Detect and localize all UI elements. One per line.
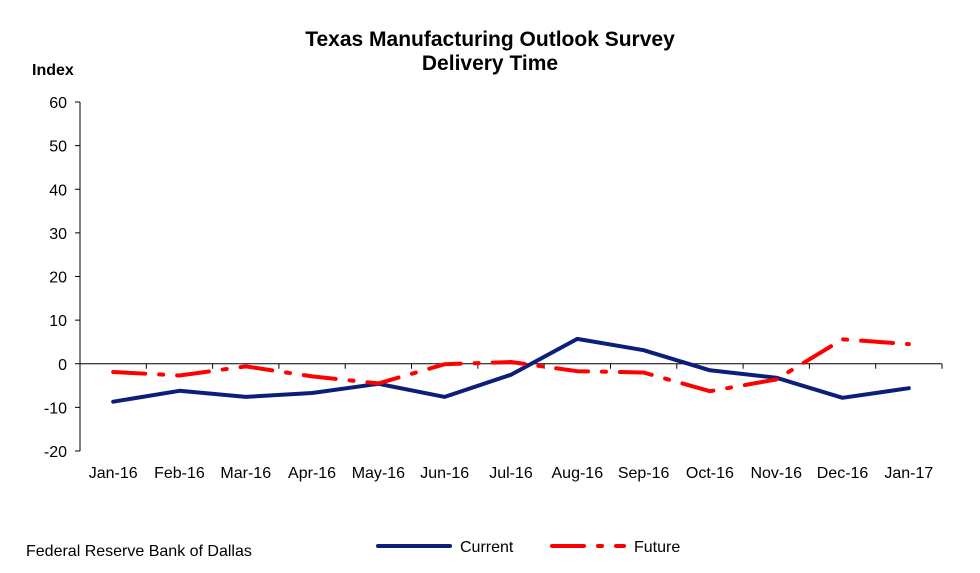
source-credit: Federal Reserve Bank of Dallas xyxy=(26,543,252,560)
chart-subtitle: Delivery Time xyxy=(421,52,559,75)
x-tick-label: Jul-16 xyxy=(489,465,533,482)
x-tick-label: Jan-16 xyxy=(89,465,138,482)
x-tick-label: Nov-16 xyxy=(750,465,802,482)
axes: 60 50 40 30 20 10 0 -10 -20 Jan-16 Feb-16 Mar-16 Apr… xyxy=(44,95,943,482)
series-lines xyxy=(111,336,911,404)
x-tick-label: Apr-16 xyxy=(288,465,336,482)
legend-label-future: Future xyxy=(634,539,680,556)
x-tick-label: May-16 xyxy=(352,465,405,482)
x-tick-label: Sep-16 xyxy=(618,465,670,482)
y-tick-label: 10 xyxy=(49,313,67,330)
y-tick-label: -20 xyxy=(44,444,67,461)
legend-label-current: Current xyxy=(460,539,514,556)
y-tick-label: 60 xyxy=(49,95,67,112)
x-tick-label: Jan-17 xyxy=(884,465,933,482)
y-tick-label: 0 xyxy=(58,357,67,374)
y-axis-label: Index xyxy=(32,62,74,79)
chart-title: Texas Manufacturing Outlook Survey Deliv… xyxy=(0,28,980,76)
x-tick-label: Oct-16 xyxy=(686,465,734,482)
y-tick-label: 50 xyxy=(49,139,67,156)
x-tick-label: Jun-16 xyxy=(420,465,469,482)
x-tick-label: Aug-16 xyxy=(552,465,604,482)
y-tick-label: 30 xyxy=(49,226,67,243)
x-tick-label: Mar-16 xyxy=(220,465,271,482)
chart-title-main: Texas Manufacturing Outlook Survey xyxy=(305,28,675,51)
x-tick-label: Dec-16 xyxy=(817,465,869,482)
legend: Current Future xyxy=(376,539,680,556)
y-tick-label: 40 xyxy=(49,182,67,199)
x-tick-label: Feb-16 xyxy=(154,465,205,482)
y-tick-label: 20 xyxy=(49,270,67,287)
y-tick-label: -10 xyxy=(44,400,67,417)
